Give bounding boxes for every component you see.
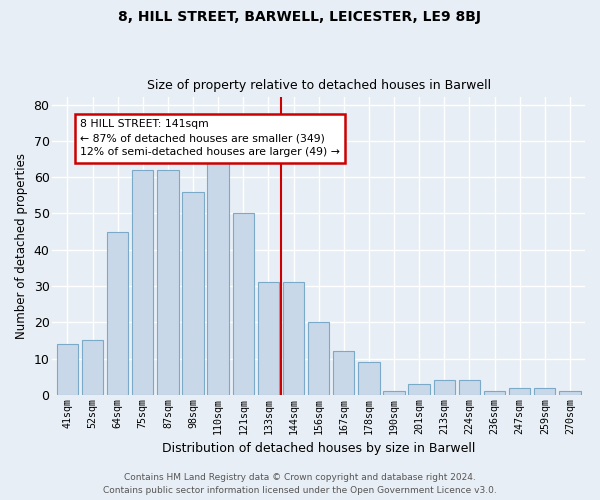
Bar (107, 232, 128, 395)
Y-axis label: Number of detached properties: Number of detached properties (15, 153, 28, 339)
Title: Size of property relative to detached houses in Barwell: Size of property relative to detached ho… (146, 79, 491, 92)
Bar (559, 392, 581, 395)
Bar (82, 340, 103, 395)
Bar (57, 344, 78, 395)
Bar (509, 388, 530, 395)
Bar (333, 352, 355, 395)
Bar (308, 322, 329, 395)
Bar (459, 380, 480, 395)
Bar (434, 380, 455, 395)
Bar (208, 152, 229, 395)
Text: Contains HM Land Registry data © Crown copyright and database right 2024.
Contai: Contains HM Land Registry data © Crown c… (103, 473, 497, 495)
Bar (258, 282, 279, 395)
Bar (409, 384, 430, 395)
Bar (283, 282, 304, 395)
Text: 8 HILL STREET: 141sqm
← 87% of detached houses are smaller (349)
12% of semi-det: 8 HILL STREET: 141sqm ← 87% of detached … (80, 119, 340, 157)
Bar (182, 192, 204, 395)
Bar (358, 362, 380, 395)
Bar (233, 214, 254, 395)
Text: 8, HILL STREET, BARWELL, LEICESTER, LE9 8BJ: 8, HILL STREET, BARWELL, LEICESTER, LE9 … (119, 10, 482, 24)
X-axis label: Distribution of detached houses by size in Barwell: Distribution of detached houses by size … (162, 442, 475, 455)
Bar (383, 392, 405, 395)
Bar (534, 388, 556, 395)
Bar (157, 170, 179, 395)
Bar (484, 392, 505, 395)
Bar (132, 170, 154, 395)
